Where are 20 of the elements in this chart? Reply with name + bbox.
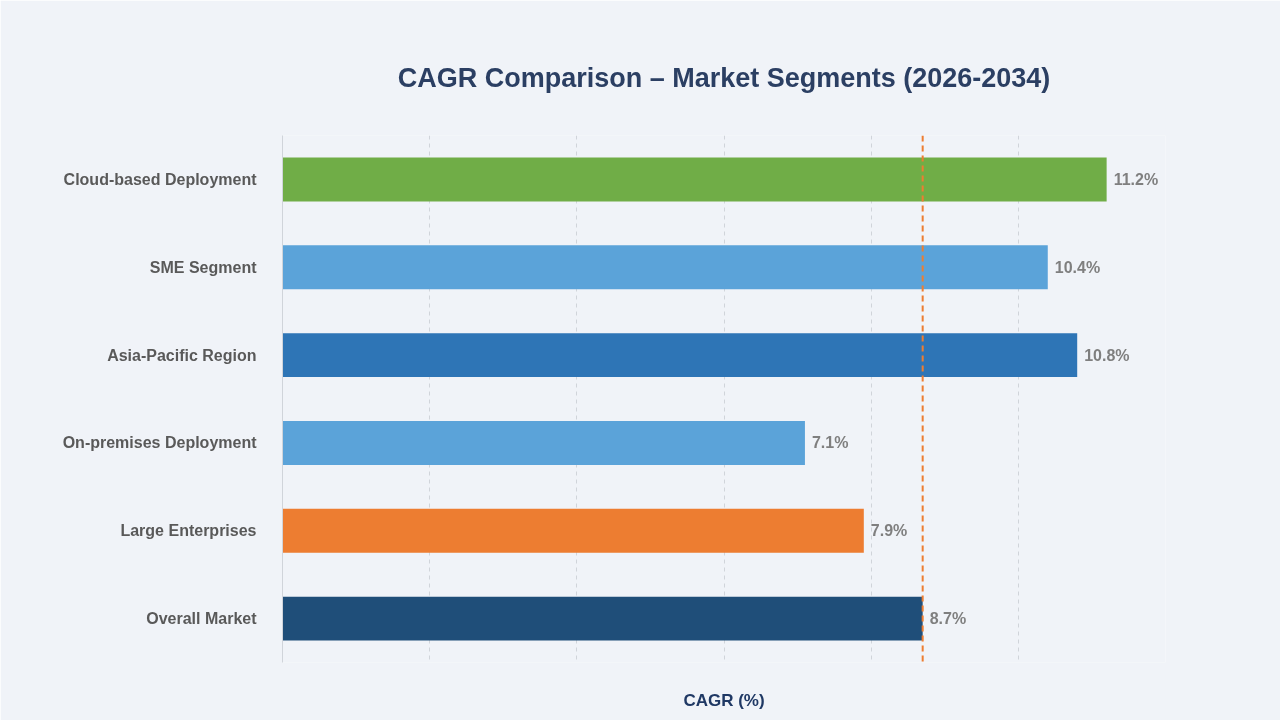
x-axis-title: CAGR (%) (683, 690, 765, 710)
data-label: 8.7% (929, 610, 967, 628)
y-tick-label: SME Segment (149, 258, 258, 276)
chart-title: CAGR Comparison – Market Segments (2026-2034) (397, 62, 1051, 93)
data-label: 7.9% (870, 522, 908, 540)
data-label: 10.8% (1084, 346, 1130, 364)
data-label: 10.4% (1054, 258, 1101, 276)
bar (282, 157, 1107, 202)
y-tick-label: Asia-Pacific Region (107, 346, 257, 364)
bar (282, 596, 923, 641)
y-tick-label: Overall Market (146, 610, 258, 628)
data-label: 7.1% (811, 434, 849, 452)
data-label: 11.2% (1113, 170, 1159, 188)
y-tick-label: Cloud-based Deployment (63, 170, 258, 188)
bar (282, 245, 1048, 290)
bar (282, 420, 805, 465)
bar (282, 508, 864, 553)
y-tick-label: Large Enterprises (120, 522, 257, 540)
y-tick-label: On-premises Deployment (62, 434, 258, 452)
bar (282, 333, 1078, 378)
